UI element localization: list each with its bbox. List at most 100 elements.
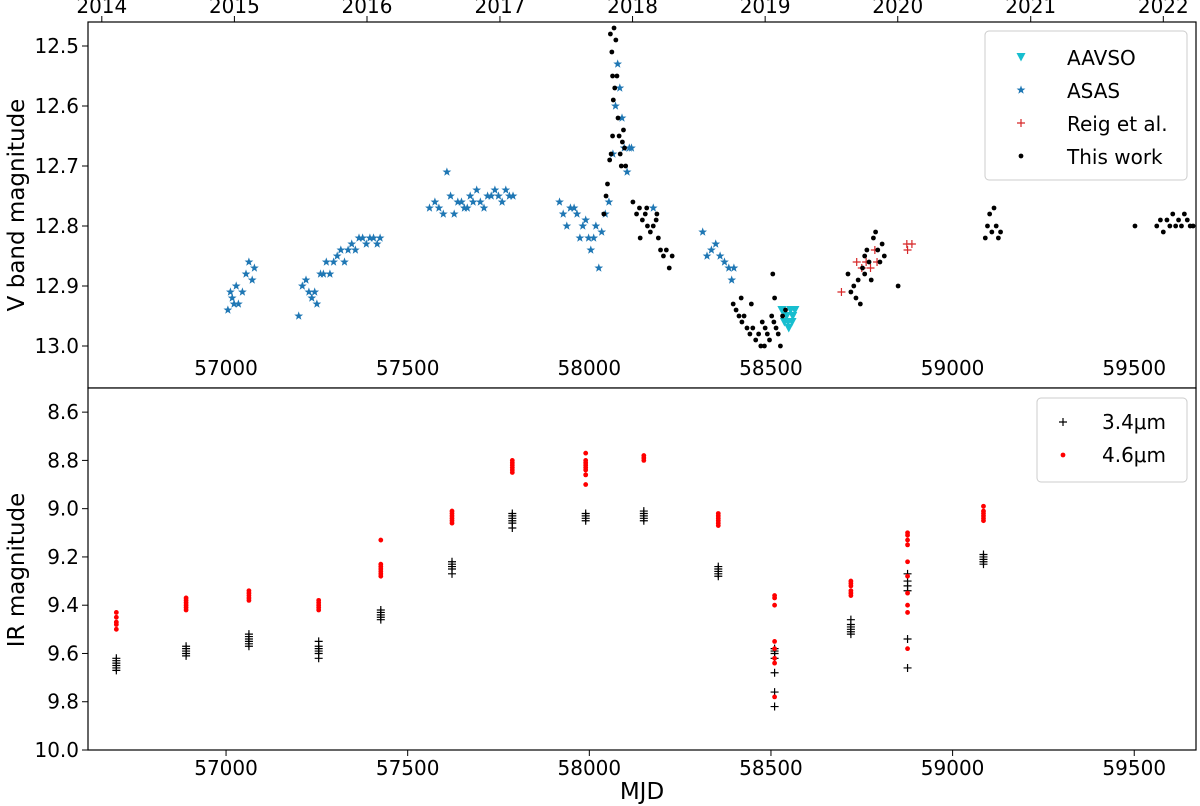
data-point	[583, 467, 589, 473]
data-point	[762, 343, 767, 349]
data-point	[630, 199, 636, 205]
data-point	[639, 516, 648, 525]
data-point	[607, 157, 613, 163]
data-point	[772, 295, 777, 301]
data-point	[226, 287, 235, 296]
v-band-panel: 57000 57500 58000 58500 59000 59500 12.5 12.6 12…	[4, 0, 1197, 394]
data-point	[993, 223, 999, 229]
data-point	[851, 283, 857, 289]
data-point	[583, 450, 589, 456]
data-point	[343, 245, 353, 254]
data-point	[231, 281, 241, 290]
data-point	[1164, 217, 1170, 223]
data-point	[845, 271, 851, 277]
data-point	[715, 523, 721, 528]
data-point	[1179, 223, 1184, 229]
data-point	[772, 602, 777, 608]
data-point	[597, 227, 607, 236]
data-point	[575, 233, 585, 242]
data-point	[641, 458, 647, 463]
y-tick-label: 10.0	[34, 738, 79, 762]
data-point	[837, 288, 846, 296]
data-point	[770, 702, 779, 711]
data-point	[767, 337, 772, 343]
data-point	[244, 642, 253, 651]
data-point	[578, 221, 588, 230]
data-point	[229, 299, 239, 308]
data-point	[875, 247, 881, 253]
x-tick-label: 58500	[739, 356, 803, 380]
data-point	[905, 590, 910, 596]
data-point	[301, 275, 311, 284]
data-point	[494, 191, 503, 200]
y-tick-label: 13.0	[34, 334, 79, 358]
data-point	[669, 253, 675, 259]
data-point	[759, 319, 765, 325]
data-point	[647, 229, 653, 235]
data-point	[770, 271, 776, 277]
series-aavso	[777, 306, 800, 333]
data-point	[658, 247, 663, 253]
year-tick-label: 2015	[209, 0, 260, 18]
data-point	[457, 197, 466, 206]
data-point	[857, 301, 863, 307]
data-point	[611, 101, 620, 110]
y-tick-label: 9.4	[47, 593, 79, 617]
data-point	[729, 263, 739, 272]
data-point	[707, 245, 716, 254]
data-point	[375, 233, 385, 242]
data-point	[113, 614, 119, 620]
x-tick-label: 58000	[558, 756, 622, 780]
data-point	[736, 313, 742, 319]
data-point	[468, 197, 478, 206]
data-point	[853, 295, 859, 301]
data-point	[486, 191, 496, 200]
data-point	[622, 145, 627, 151]
data-point	[653, 217, 659, 223]
legend-label: Reig et al.	[1067, 112, 1168, 136]
data-point	[738, 295, 744, 301]
data-point	[627, 143, 636, 152]
data-point	[462, 203, 472, 212]
data-point	[748, 301, 754, 307]
data-point	[604, 197, 614, 206]
x-tick-label: 57500	[376, 756, 440, 780]
data-point	[465, 191, 475, 200]
series-4-6-m	[113, 450, 986, 700]
data-point	[848, 593, 854, 598]
data-point	[902, 240, 911, 248]
data-point	[244, 257, 254, 266]
data-point	[634, 211, 639, 217]
data-point	[661, 253, 666, 259]
data-point	[476, 197, 485, 206]
data-point	[616, 133, 622, 139]
data-point	[868, 277, 874, 283]
data-point	[905, 537, 910, 543]
data-point	[862, 271, 868, 277]
data-point	[378, 537, 384, 543]
data-point	[772, 655, 777, 661]
data-point	[351, 245, 360, 254]
data-point	[764, 331, 770, 337]
data-point	[848, 289, 854, 295]
data-point	[603, 193, 609, 199]
data-point	[250, 263, 259, 272]
ir-data-points	[112, 450, 988, 711]
year-tick-label: 2014	[76, 0, 127, 18]
y-tick-label: 12.5	[34, 34, 79, 58]
y-tick-label: 9.6	[47, 641, 79, 665]
data-point	[903, 246, 912, 254]
data-point	[905, 602, 910, 608]
data-point	[347, 239, 357, 248]
data-point	[784, 324, 794, 333]
data-point	[234, 299, 243, 308]
data-point	[775, 331, 781, 337]
year-tick-label: 2020	[872, 0, 923, 18]
data-point	[448, 569, 457, 578]
data-point	[340, 257, 349, 266]
data-point	[772, 660, 777, 666]
data-point	[601, 211, 607, 217]
data-point	[483, 191, 492, 200]
data-point	[566, 203, 575, 212]
